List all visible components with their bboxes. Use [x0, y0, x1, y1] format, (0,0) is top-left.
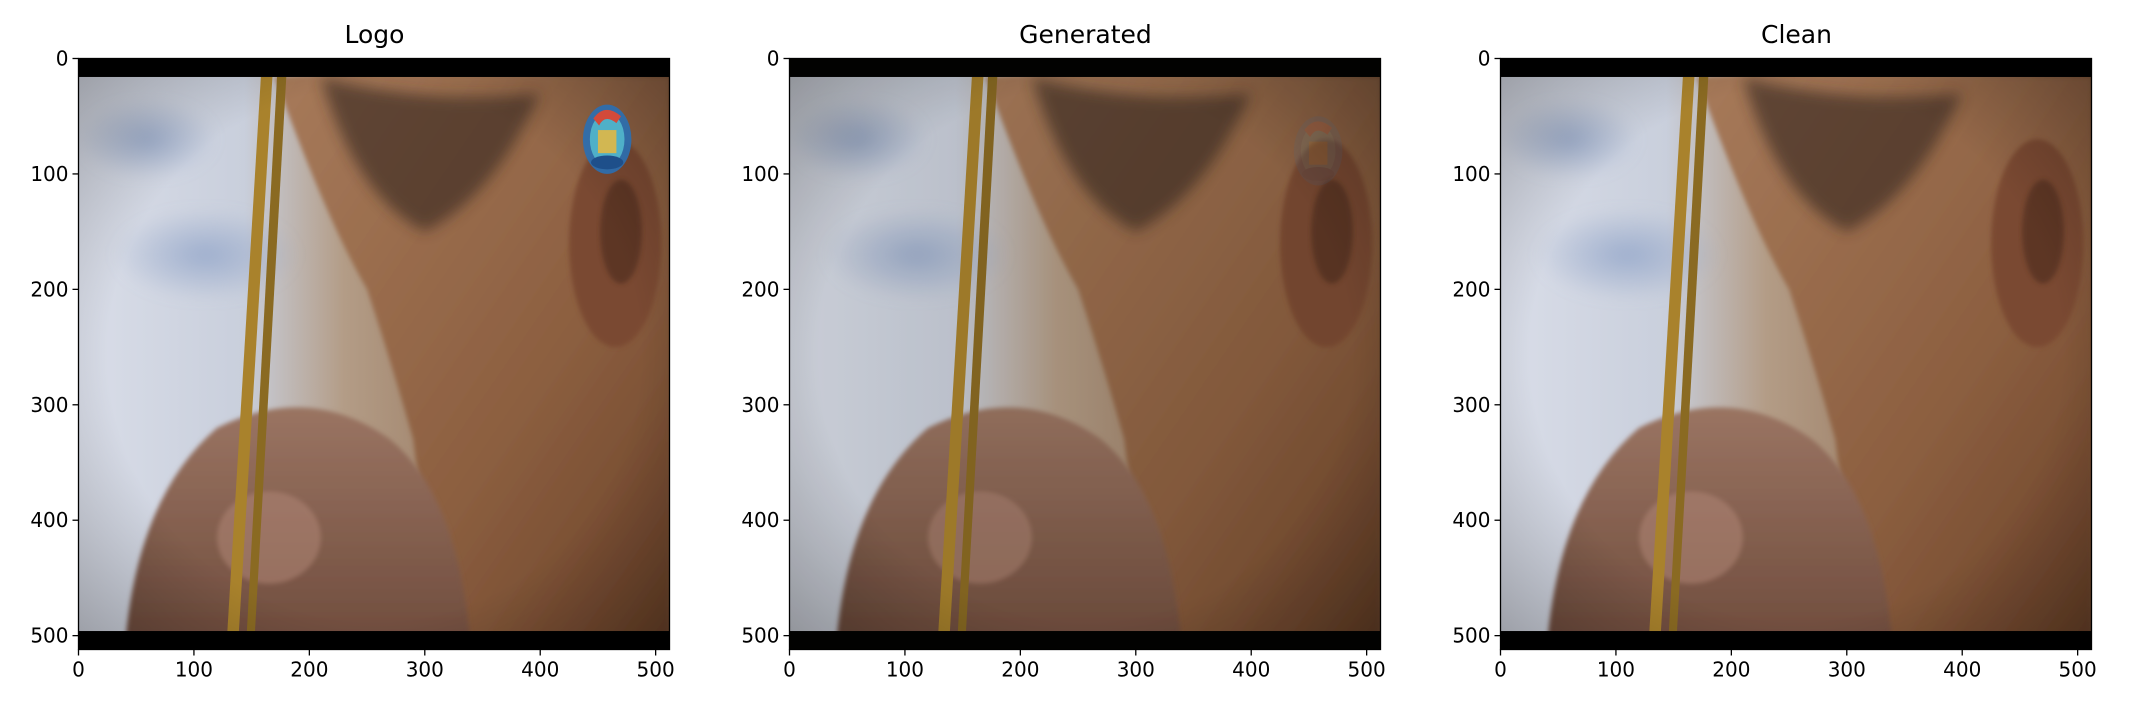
- x-tick-label: 200: [1712, 658, 1750, 682]
- y-tick-label: 0: [767, 47, 780, 71]
- x-tick-label: 400: [1232, 658, 1270, 682]
- x-tick-label: 500: [637, 658, 675, 682]
- x-tick-label: 0: [783, 658, 796, 682]
- x-tick-label: 500: [2059, 658, 2097, 682]
- photo-image: [1501, 59, 2092, 650]
- y-tick-label: 200: [741, 277, 779, 301]
- y-tick-label: 100: [1452, 162, 1490, 186]
- y-axis: 0 100 200 300 400 500: [30, 47, 79, 648]
- panel-generated: Generated 0 100 200 300 400 500 0 100 200 300 400…: [741, 20, 1385, 682]
- axes-frame: [77, 57, 671, 651]
- logo-watermark: [582, 104, 632, 174]
- x-tick-label: 200: [1001, 658, 1039, 682]
- y-tick-label: 200: [30, 277, 68, 301]
- y-tick-label: 400: [741, 508, 779, 532]
- x-axis: 0 100 200 300 400 500: [1494, 649, 2097, 682]
- y-axis: 0 100 200 300 400 500: [1452, 47, 1501, 648]
- x-tick-label: 500: [1348, 658, 1386, 682]
- x-tick-label: 400: [521, 658, 559, 682]
- x-axis: 0 100 200 300 400 500: [783, 649, 1386, 682]
- panel-title: Logo: [345, 20, 405, 49]
- x-tick-label: 200: [290, 658, 328, 682]
- y-tick-label: 400: [1452, 508, 1490, 532]
- photo-image: [79, 59, 670, 650]
- y-tick-label: 100: [741, 162, 779, 186]
- y-tick-label: 300: [30, 393, 68, 417]
- y-tick-label: 0: [56, 47, 69, 71]
- axes-frame: [1499, 57, 2093, 651]
- x-tick-label: 0: [1494, 658, 1507, 682]
- x-tick-label: 0: [72, 658, 85, 682]
- y-axis: 0 100 200 300 400 500: [741, 47, 790, 648]
- x-tick-label: 300: [1828, 658, 1866, 682]
- x-tick-label: 100: [886, 658, 924, 682]
- y-tick-label: 400: [30, 508, 68, 532]
- y-tick-label: 500: [30, 624, 68, 648]
- x-axis: 0 100 200 300 400 500: [72, 649, 675, 682]
- x-tick-label: 100: [1597, 658, 1635, 682]
- y-tick-label: 300: [741, 393, 779, 417]
- x-tick-label: 400: [1943, 658, 1981, 682]
- x-tick-label: 300: [1117, 658, 1155, 682]
- x-tick-label: 100: [175, 658, 213, 682]
- panel-clean: Clean 0 100 200 300 400 500 0 100 200 300 400 500: [1452, 20, 2096, 682]
- axes-frame: [788, 57, 1382, 651]
- panel-title: Generated: [1019, 20, 1152, 49]
- panel-logo: Logo 0 100 200 300 400 500 0 100 200 300 400 500: [30, 20, 674, 682]
- y-tick-label: 500: [741, 624, 779, 648]
- y-tick-label: 300: [1452, 393, 1490, 417]
- y-tick-label: 0: [1478, 47, 1491, 71]
- y-tick-label: 200: [1452, 277, 1490, 301]
- panel-title: Clean: [1761, 20, 1832, 49]
- x-tick-label: 300: [406, 658, 444, 682]
- y-tick-label: 100: [30, 162, 68, 186]
- y-tick-label: 500: [1452, 624, 1490, 648]
